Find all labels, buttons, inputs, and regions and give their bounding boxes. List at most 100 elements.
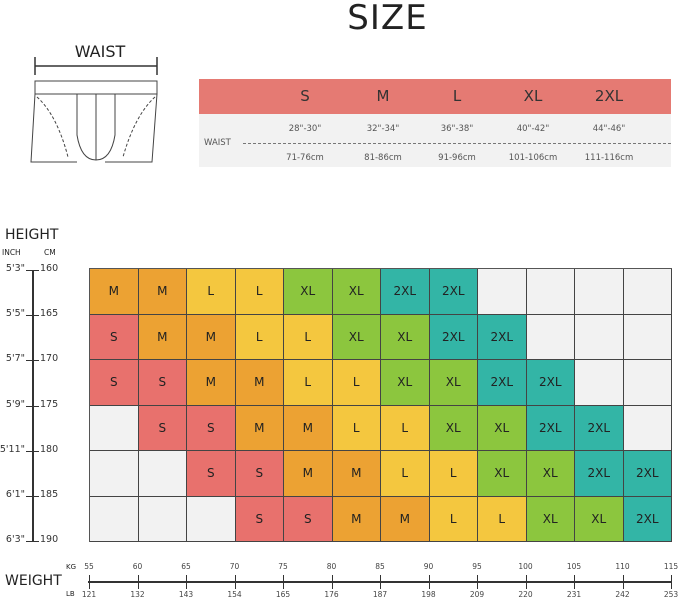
- height-inch-label: 5'7": [5, 353, 25, 365]
- height-tick: [26, 315, 39, 317]
- height-inch-label: 6'1": [5, 489, 25, 500]
- weight-axis-title: WEIGHT: [5, 573, 62, 589]
- height-tick: [26, 405, 39, 407]
- weight-unit-lb: LB: [66, 590, 75, 598]
- size-cell-2xl: 2XL: [478, 314, 527, 360]
- height-cm-label: 190: [40, 534, 59, 546]
- size-cell-xl: XL: [526, 496, 575, 542]
- weight-tick: [89, 575, 90, 589]
- dashed-divider: [243, 143, 671, 144]
- size-cell-m: M: [332, 496, 381, 542]
- size-cell-l: L: [332, 360, 381, 406]
- size-cell-2xl: 2XL: [623, 451, 672, 497]
- weight-tick: [283, 575, 284, 589]
- weight-unit-kg: KG: [66, 563, 77, 571]
- empty-cell: [90, 405, 139, 451]
- size-header-2XL: 2XL: [594, 87, 624, 105]
- height-cm-label: 170: [40, 353, 59, 365]
- size-cell-m: M: [284, 405, 333, 451]
- height-tick: [26, 496, 39, 497]
- weight-kg-label: 85: [375, 562, 385, 571]
- weight-kg-label: 90: [423, 562, 434, 571]
- size-cell-l: L: [478, 496, 527, 542]
- height-axis-title: HEIGHT: [5, 227, 59, 243]
- size-cell-m: M: [138, 269, 187, 315]
- empty-cell: [138, 451, 187, 497]
- size-cell-l: L: [381, 405, 430, 451]
- height-unit-inch: INCH: [2, 248, 21, 257]
- size-cell-s: S: [187, 451, 236, 497]
- empty-cell: [526, 314, 575, 360]
- size-cell-l: L: [284, 314, 333, 360]
- height-tick: [26, 270, 39, 271]
- size-grid: M M L L XL XL 2XL 2XL S M M L L XL XL 2XL 2XL S S M M L L XL XL 2…: [89, 268, 672, 542]
- size-cell-l: L: [429, 451, 478, 497]
- waist-cm: 81-86cm: [364, 153, 402, 163]
- weight-lb-label: 165: [275, 590, 291, 599]
- weight-tick: [622, 575, 624, 589]
- weight-lb-label: 143: [178, 590, 194, 599]
- weight-lb-label: 231: [566, 590, 582, 599]
- size-cell-m: M: [235, 360, 284, 406]
- height-unit-cm: CM: [44, 248, 56, 257]
- size-cell-l: L: [332, 405, 381, 451]
- size-cell-s: S: [284, 496, 333, 542]
- size-cell-xl: XL: [332, 269, 381, 315]
- weight-kg-label: 75: [278, 562, 288, 571]
- waist-size-table: WAIST S 28"-30" 71-76cm M 32"-34" 81-86cm L 36"…: [199, 79, 671, 167]
- size-cell-l: L: [381, 451, 430, 497]
- empty-cell: [623, 314, 672, 360]
- waist-inches: 28"-30": [288, 124, 322, 134]
- weight-lb-label: 220: [518, 590, 533, 599]
- empty-cell: [623, 360, 672, 406]
- weight-kg-label: 70: [229, 562, 240, 571]
- height-cm-label: 180: [40, 443, 59, 455]
- weight-tick: [331, 575, 333, 589]
- height-cm-label: 165: [40, 308, 59, 320]
- weight-kg-label: 60: [132, 562, 143, 571]
- size-cell-m: M: [284, 451, 333, 497]
- empty-cell: [526, 269, 575, 315]
- size-header-row: [199, 79, 671, 114]
- size-cell-xl: XL: [284, 269, 333, 315]
- height-inch-label: 5'3": [5, 263, 25, 274]
- weight-kg-label: 115: [663, 562, 679, 571]
- size-cell-xl: XL: [381, 360, 430, 406]
- size-cell-l: L: [235, 314, 284, 360]
- weight-tick: [574, 575, 575, 589]
- size-cell-2xl: 2XL: [381, 269, 430, 315]
- empty-cell: [187, 496, 236, 542]
- size-header-XL: XL: [523, 87, 543, 105]
- empty-cell: [575, 314, 624, 360]
- height-tick: [26, 360, 39, 362]
- size-cell-2xl: 2XL: [575, 405, 624, 451]
- size-header-S: S: [300, 87, 310, 105]
- empty-cell: [90, 496, 139, 542]
- size-cell-xl: XL: [332, 314, 381, 360]
- size-cell-m: M: [138, 314, 187, 360]
- size-cell-2xl: 2XL: [526, 360, 575, 406]
- size-cell-xl: XL: [478, 451, 527, 497]
- size-cell-2xl: 2XL: [478, 360, 527, 406]
- weight-kg-label: 65: [181, 562, 191, 571]
- height-inch-label: 5'5": [5, 308, 25, 320]
- underwear-diagram: [30, 57, 158, 163]
- size-cell-m: M: [332, 451, 381, 497]
- empty-cell: [623, 405, 672, 451]
- weight-lb-label: 187: [372, 590, 388, 599]
- size-cell-xl: XL: [429, 360, 478, 406]
- waist-inches: 44"-46": [592, 124, 626, 134]
- weight-lb-label: 121: [81, 590, 97, 599]
- size-cell-m: M: [381, 496, 430, 542]
- size-cell-m: M: [187, 314, 236, 360]
- height-cm-label: 175: [40, 398, 59, 410]
- weight-tick: [671, 575, 672, 589]
- empty-cell: [623, 269, 672, 315]
- waist-cm: 71-76cm: [286, 153, 324, 163]
- height-inch-label: 6'3": [5, 534, 25, 546]
- size-cell-m: M: [235, 405, 284, 451]
- waist-inches: 40"-42": [516, 124, 550, 134]
- height-cm-label: 185: [40, 489, 59, 500]
- size-cell-s: S: [235, 451, 284, 497]
- size-cell-l: L: [187, 269, 236, 315]
